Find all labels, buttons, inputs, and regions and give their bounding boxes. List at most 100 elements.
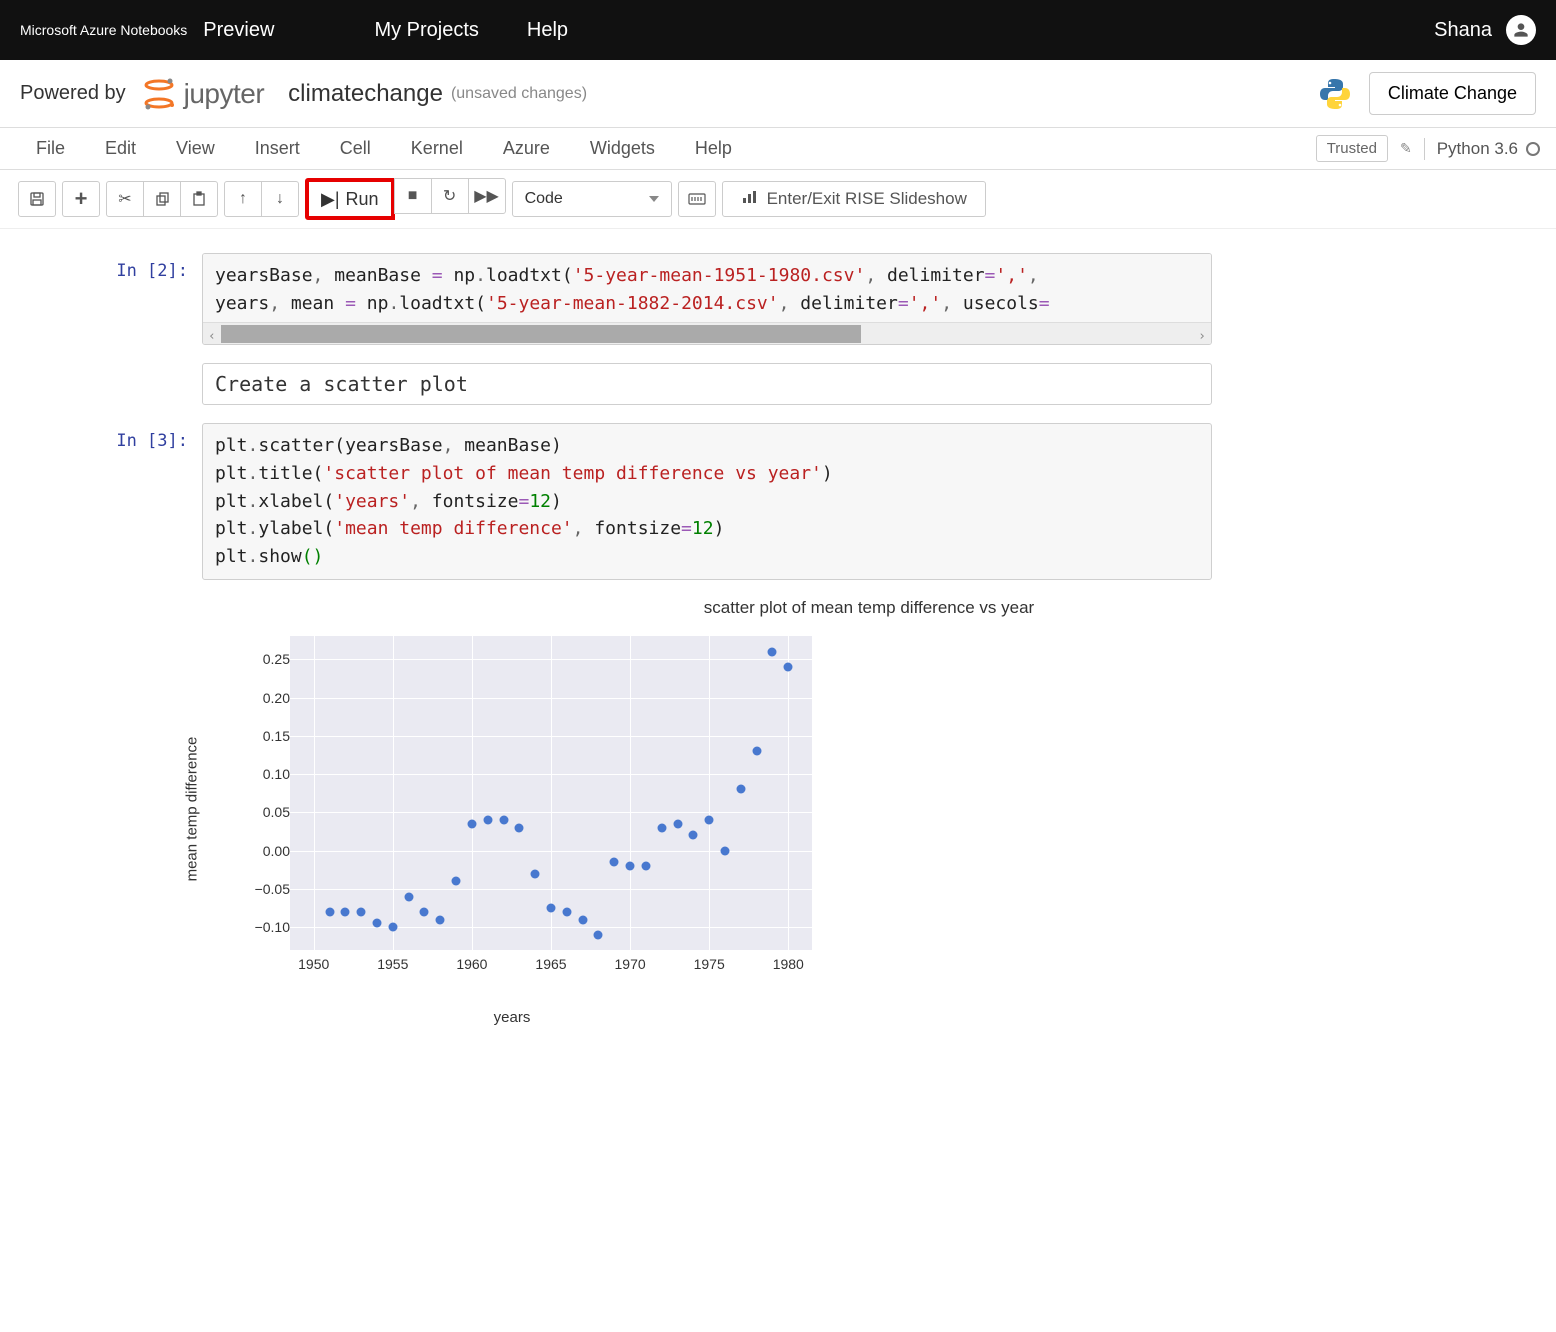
rise-slideshow-button[interactable]: Enter/Exit RISE Slideshow — [722, 181, 986, 217]
data-point — [657, 823, 666, 832]
toolbar: + ✂ ↑ ↓ ▶| Run ■ ↻ ▶▶ Code Enter/Exit RI… — [0, 170, 1556, 229]
trusted-badge[interactable]: Trusted — [1316, 135, 1388, 162]
kernel-name: Python 3.6 — [1437, 139, 1518, 159]
kernel-indicator[interactable]: Python 3.6 — [1437, 139, 1540, 159]
restart-button[interactable]: ↻ — [431, 178, 469, 214]
notebook-name[interactable]: climatechange — [288, 80, 443, 108]
data-point — [420, 907, 429, 916]
jupyter-logo[interactable]: jupyter — [140, 75, 265, 113]
user-name[interactable]: Shana — [1434, 19, 1492, 42]
save-button[interactable] — [18, 181, 56, 217]
chart-xlabel: years — [494, 1009, 531, 1026]
chart-frame: mean temp difference years −0.10−0.050.0… — [202, 624, 822, 994]
cell-type-select[interactable]: Code — [512, 181, 672, 217]
data-point — [531, 869, 540, 878]
cell-code[interactable]: yearsBase, meanBase = np.loadtxt('5-year… — [202, 253, 1212, 345]
powered-by-label: Powered by — [20, 82, 126, 105]
cut-button[interactable]: ✂ — [106, 181, 144, 217]
xtick-label: 1970 — [615, 956, 646, 972]
data-point — [673, 819, 682, 828]
context-button[interactable]: Climate Change — [1369, 72, 1536, 115]
data-point — [547, 904, 556, 913]
data-point — [784, 662, 793, 671]
run-button[interactable]: ▶| Run — [305, 178, 395, 220]
add-cell-button[interactable]: + — [62, 181, 100, 217]
save-status: (unsaved changes) — [451, 85, 587, 103]
cell-type-value: Code — [525, 190, 563, 208]
menu-edit[interactable]: Edit — [85, 138, 156, 159]
nav-my-projects[interactable]: My Projects — [374, 19, 478, 42]
data-point — [467, 819, 476, 828]
data-point — [721, 846, 730, 855]
data-point — [641, 861, 650, 870]
data-point — [689, 831, 698, 840]
data-point — [705, 816, 714, 825]
notebook-area: In [2]: yearsBase, meanBase = np.loadtxt… — [0, 229, 1556, 1034]
run-all-button[interactable]: ▶▶ — [468, 178, 506, 214]
ytick-label: 0.15 — [240, 728, 290, 744]
python-logo-icon — [1317, 76, 1353, 112]
run-label: Run — [346, 189, 379, 210]
markdown-cell[interactable]: Create a scatter plot — [92, 363, 1212, 405]
data-point — [768, 647, 777, 656]
data-point — [436, 915, 445, 924]
plot-area — [290, 636, 812, 950]
chart-icon — [741, 189, 757, 210]
ytick-label: −0.10 — [240, 919, 290, 935]
xtick-label: 1965 — [535, 956, 566, 972]
menu-kernel[interactable]: Kernel — [391, 138, 483, 159]
move-up-button[interactable]: ↑ — [224, 181, 262, 217]
nav-help[interactable]: Help — [527, 19, 568, 42]
xtick-label: 1980 — [773, 956, 804, 972]
cell-text[interactable]: Create a scatter plot — [202, 363, 1212, 405]
move-down-button[interactable]: ↓ — [261, 181, 299, 217]
paste-button[interactable] — [180, 181, 218, 217]
menu-cell[interactable]: Cell — [320, 138, 391, 159]
data-point — [736, 785, 745, 794]
rise-label: Enter/Exit RISE Slideshow — [767, 189, 967, 209]
menu-help[interactable]: Help — [675, 138, 752, 159]
menu-azure[interactable]: Azure — [483, 138, 570, 159]
copy-button[interactable] — [143, 181, 181, 217]
data-point — [562, 907, 571, 916]
menu-view[interactable]: View — [156, 138, 235, 159]
cell-prompt — [92, 363, 202, 405]
ytick-label: −0.05 — [240, 881, 290, 897]
data-point — [373, 919, 382, 928]
stop-button[interactable]: ■ — [394, 178, 432, 214]
ytick-label: 0.05 — [240, 804, 290, 820]
data-point — [404, 892, 413, 901]
kernel-status-icon — [1526, 142, 1540, 156]
menu-insert[interactable]: Insert — [235, 138, 320, 159]
data-point — [452, 877, 461, 886]
ytick-label: 0.25 — [240, 651, 290, 667]
data-point — [325, 907, 334, 916]
menu-file[interactable]: File — [16, 138, 85, 159]
azure-topbar: Microsoft Azure Notebooks Preview My Pro… — [0, 0, 1556, 60]
ytick-label: 0.20 — [240, 690, 290, 706]
menubar: File Edit View Insert Cell Kernel Azure … — [0, 128, 1556, 170]
jupyter-mark-icon — [140, 75, 178, 113]
command-palette-button[interactable] — [678, 181, 716, 217]
cell-prompt: In [3]: — [92, 423, 202, 580]
run-icon: ▶| — [321, 189, 340, 210]
data-point — [499, 816, 508, 825]
user-avatar-icon[interactable] — [1506, 15, 1536, 45]
data-point — [388, 923, 397, 932]
code-cell[interactable]: In [3]: plt.scatter(yearsBase, meanBase)… — [92, 423, 1212, 580]
edit-icon[interactable]: ✎ — [1400, 140, 1412, 157]
code-cell[interactable]: In [2]: yearsBase, meanBase = np.loadtxt… — [92, 253, 1212, 345]
xtick-label: 1975 — [694, 956, 725, 972]
chart-ylabel: mean temp difference — [184, 737, 201, 882]
menu-widgets[interactable]: Widgets — [570, 138, 675, 159]
jupyter-text: jupyter — [184, 78, 265, 110]
cell-prompt: In [2]: — [92, 253, 202, 345]
data-point — [515, 823, 524, 832]
cell-code[interactable]: plt.scatter(yearsBase, meanBase) plt.tit… — [202, 423, 1212, 580]
data-point — [341, 907, 350, 916]
data-point — [626, 861, 635, 870]
divider — [1424, 138, 1425, 160]
preview-label: Preview — [203, 19, 274, 42]
chart-output: scatter plot of mean temp difference vs … — [202, 598, 1536, 994]
ytick-label: 0.00 — [240, 843, 290, 859]
